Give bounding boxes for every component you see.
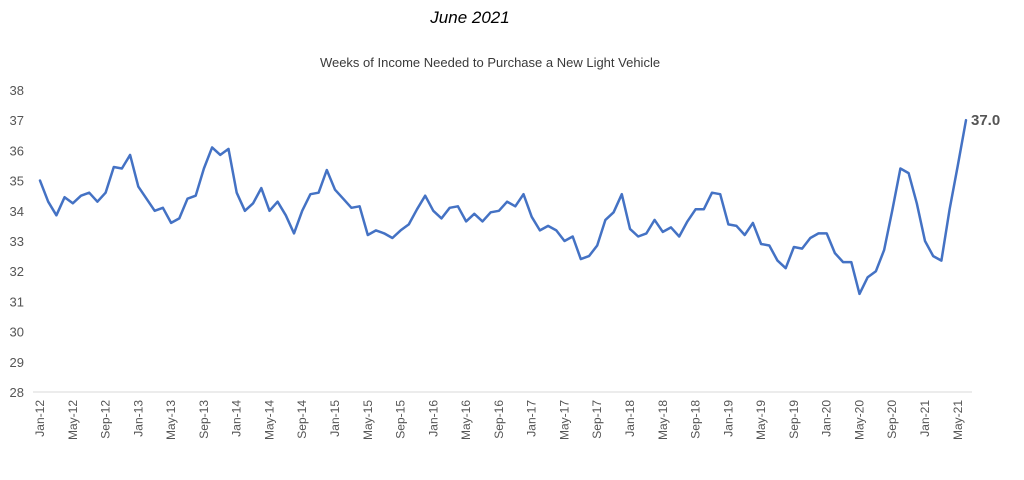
x-tick-label: May-13	[164, 400, 178, 440]
chart-title: Weeks of Income Needed to Purchase a New…	[319, 55, 661, 70]
x-tick-label: Sep-18	[689, 400, 703, 439]
x-tick-label: Sep-15	[394, 400, 408, 439]
y-tick-label: 38	[10, 83, 24, 98]
x-tick-label: Sep-14	[295, 400, 309, 439]
y-tick-label: 30	[10, 325, 24, 340]
x-tick-label: Jan-17	[525, 400, 539, 437]
y-tick-label: 37	[10, 113, 24, 128]
x-tick-label: Sep-12	[99, 400, 113, 439]
x-tick-label: Sep-13	[197, 400, 211, 439]
x-tick-label: May-20	[852, 400, 866, 440]
x-tick-label: May-19	[754, 400, 768, 440]
x-tick-label: Jan-14	[230, 400, 244, 437]
y-tick-label: 33	[10, 234, 24, 249]
x-tick-label: Jan-12	[33, 400, 47, 437]
y-tick-label: 34	[10, 204, 24, 219]
x-tick-label: May-15	[361, 400, 375, 440]
x-tick-label: May-21	[951, 400, 965, 440]
y-tick-label: 32	[10, 264, 24, 279]
series-line	[38, 118, 968, 296]
x-tick-label: Sep-17	[590, 400, 604, 439]
x-tick-label: Jan-15	[328, 400, 342, 437]
y-tick-label: 36	[10, 143, 24, 158]
x-tick-label: Sep-16	[492, 400, 506, 439]
header-date: June 2021	[430, 8, 510, 27]
x-tick-label: May-18	[656, 400, 670, 440]
x-tick-label: May-16	[459, 400, 473, 440]
y-axis: 28 29 30 31 32 33 34 35 36 37 38	[10, 83, 24, 400]
y-tick-label: 29	[10, 355, 24, 370]
end-value-label: 37.0	[971, 112, 1000, 129]
x-tick-label: May-12	[66, 400, 80, 440]
x-tick-label: Sep-19	[787, 400, 801, 439]
x-tick-label: Jan-13	[131, 400, 145, 437]
x-tick-label: Jan-16	[426, 400, 440, 437]
y-tick-label: 28	[10, 385, 24, 400]
y-tick-label: 35	[10, 174, 24, 189]
y-tick-label: 31	[10, 294, 24, 309]
x-tick-label: May-14	[262, 400, 276, 440]
x-tick-label: Jan-21	[918, 400, 932, 437]
x-tick-label: Jan-19	[721, 400, 735, 437]
x-tick-label: Jan-18	[623, 400, 637, 437]
x-axis-ticks: Jan-12 May-12 Sep-12 Jan-13 May-13 Sep-13 Jan-…	[33, 400, 965, 440]
x-tick-label: Sep-20	[885, 400, 899, 439]
x-tick-label: Jan-20	[820, 400, 834, 437]
x-tick-label: May-17	[557, 400, 571, 440]
